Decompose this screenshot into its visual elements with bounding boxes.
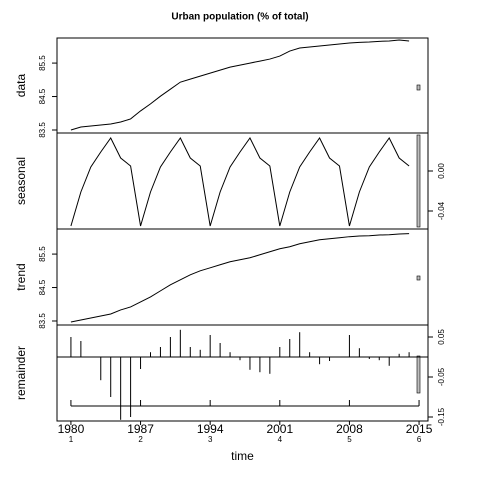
series-line [70, 137, 410, 227]
x-tick-label: 1987 [127, 422, 154, 436]
y-tick-label: 83.5 [38, 313, 47, 329]
x-tick-sublabel: 6 [417, 435, 422, 444]
series-line [70, 39, 410, 131]
range-bar [416, 84, 421, 91]
y-tick-label: -0.04 [437, 201, 446, 220]
y-tick-label: -0.15 [437, 407, 446, 426]
y-axis-label: trend [14, 263, 28, 290]
y-axis-label: seasonal [14, 157, 28, 205]
panel-frame [56, 228, 429, 326]
x-tick-label: 2015 [406, 422, 433, 436]
y-axis-label: data [14, 73, 28, 97]
panel-frame [56, 132, 429, 230]
range-bar [416, 275, 421, 281]
chart-title: Urban population (% of total) [171, 12, 308, 23]
x-tick-label: 2001 [266, 422, 293, 436]
panel-frame [56, 324, 429, 422]
x-tick-sublabel: 5 [347, 435, 352, 444]
y-axis-label: remainder [14, 346, 28, 400]
x-tick-sublabel: 3 [208, 435, 213, 444]
y-tick-label: 0.00 [437, 163, 446, 179]
series-line [70, 233, 410, 323]
y-tick-label: 83.5 [38, 122, 47, 138]
y-tick-label: 0.05 [437, 329, 446, 345]
x-tick-sublabel: 2 [138, 435, 143, 444]
y-tick-label: 84.5 [38, 88, 47, 104]
y-tick-label: -0.05 [437, 367, 446, 386]
y-tick-label: 85.5 [38, 55, 47, 71]
range-bar [416, 355, 421, 394]
y-tick-label: 85.5 [38, 246, 47, 262]
x-tick-sublabel: 4 [278, 435, 283, 444]
x-axis-label: time [231, 449, 254, 463]
x-tick-sublabel: 1 [69, 435, 74, 444]
x-tick-label: 2008 [336, 422, 363, 436]
y-tick-label: 84.5 [38, 279, 47, 295]
range-bar [416, 134, 421, 228]
panel-frame [56, 37, 429, 134]
x-tick-label: 1980 [58, 422, 85, 436]
x-tick-label: 1994 [197, 422, 224, 436]
